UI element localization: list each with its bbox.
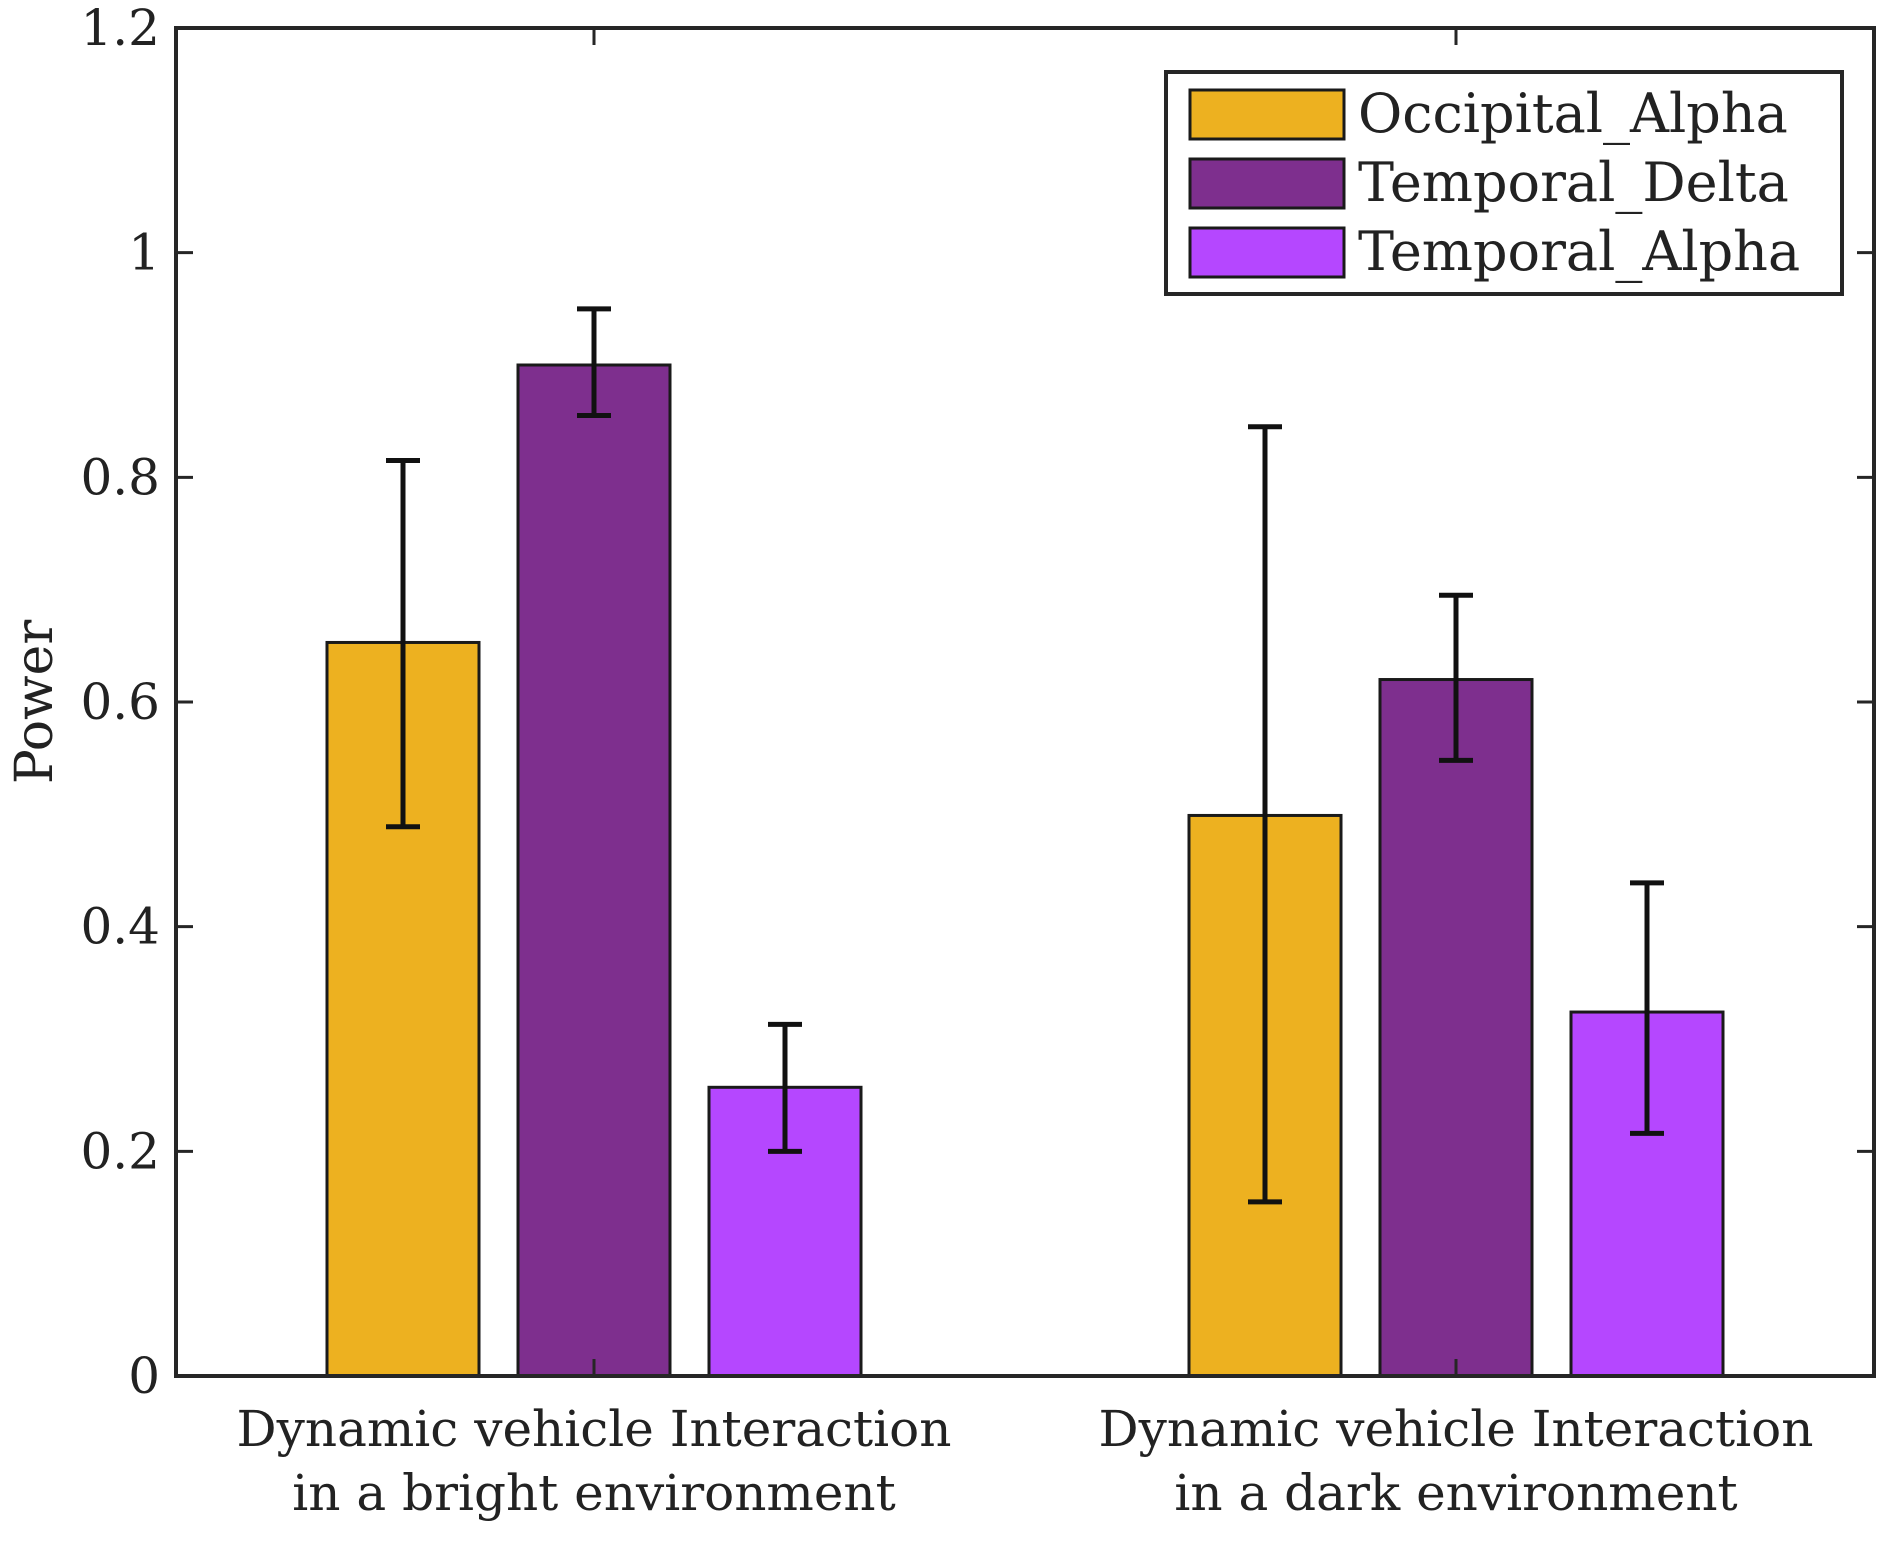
errorbar-temporal-alpha-2 <box>1630 880 1664 1136</box>
bars-layer <box>325 363 1725 1378</box>
y-tick-label: 0.4 <box>80 898 160 956</box>
legend: Occipital_AlphaTemporal_DeltaTemporal_Al… <box>1164 70 1844 296</box>
y-tick-label: 0.8 <box>80 448 160 506</box>
category-label-1-line-2: in a bright environment <box>292 1464 895 1522</box>
legend-swatch-temporal-alpha <box>1188 226 1346 279</box>
legend-label-temporal-delta: Temporal_Delta <box>1358 151 1789 214</box>
legend-label-occipital-alpha: Occipital_Alpha <box>1358 82 1788 145</box>
errorbar-temporal-delta-1 <box>577 306 611 419</box>
legend-label-temporal-alpha: Temporal_Alpha <box>1358 220 1800 283</box>
ticks-layer <box>176 26 1874 1378</box>
errorbar-occipital-alpha-1 <box>386 457 420 830</box>
bar-temporal-delta-2 <box>1378 678 1534 1378</box>
category-label-1-line-1: Dynamic vehicle Interaction <box>237 1400 952 1458</box>
y-axis-label: Power <box>5 620 65 784</box>
errorbars-layer <box>386 306 1664 1205</box>
legend-swatch-occipital-alpha <box>1188 88 1346 141</box>
category-label-2-line-1: Dynamic vehicle Interaction <box>1099 1400 1814 1458</box>
errorbar-temporal-alpha-1 <box>768 1021 802 1154</box>
y-tick-label: 0 <box>128 1347 160 1405</box>
y-tick-label: 0.2 <box>80 1122 160 1180</box>
y-tick-labels: 0 0.2 0.4 0.6 0.8 1 1.2 <box>80 0 160 1405</box>
category-labels: Dynamic vehicle Interaction in a bright e… <box>237 1400 1814 1522</box>
errorbar-occipital-alpha-2 <box>1248 424 1282 1205</box>
y-tick-label: 1 <box>128 224 160 282</box>
category-label-2-line-2: in a dark environment <box>1174 1464 1737 1522</box>
legend-swatch-temporal-delta <box>1188 157 1346 210</box>
y-tick-label: 1.2 <box>80 0 160 57</box>
y-tick-label: 0.6 <box>80 673 160 731</box>
bar-temporal-delta-1 <box>516 363 672 1378</box>
errorbar-temporal-delta-2 <box>1439 592 1473 763</box>
